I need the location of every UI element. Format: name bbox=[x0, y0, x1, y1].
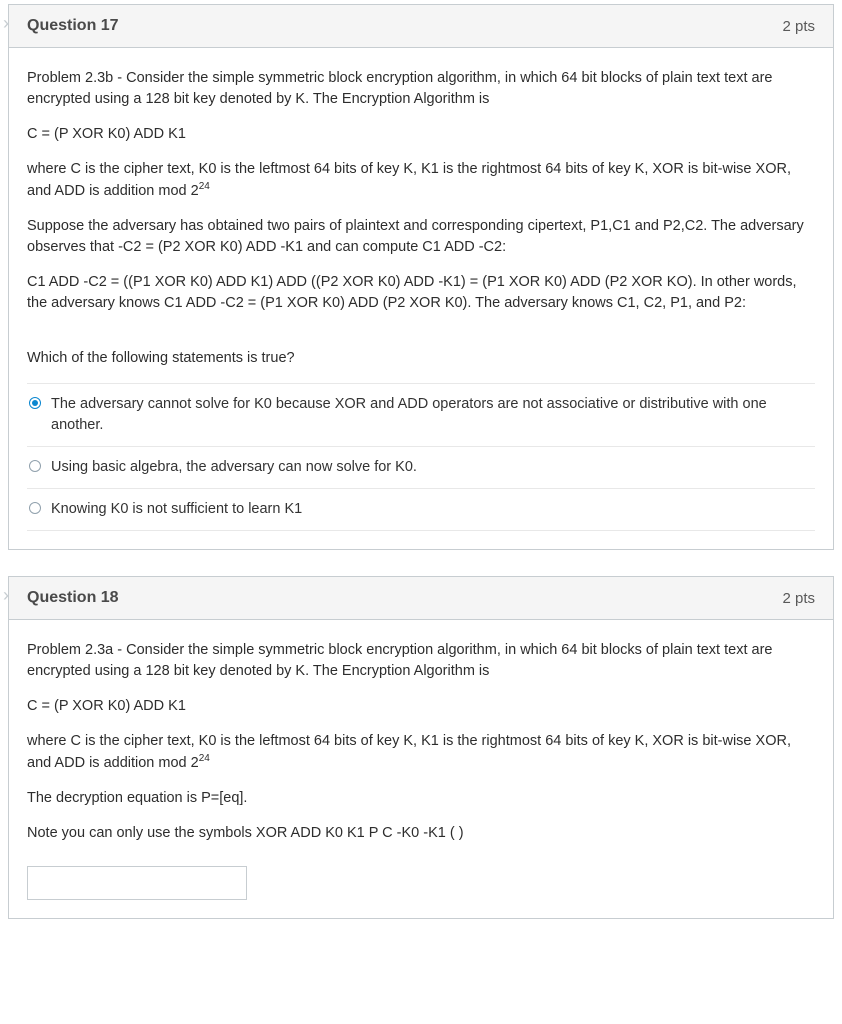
flag-icon[interactable]: › bbox=[3, 15, 11, 31]
question-card: › Question 17 2 pts Problem 2.3b - Consi… bbox=[8, 4, 834, 550]
question-text: Suppose the adversary has obtained two p… bbox=[27, 216, 815, 258]
question-body: Problem 2.3b - Consider the simple symme… bbox=[9, 48, 833, 549]
question-text: Problem 2.3b - Consider the simple symme… bbox=[27, 68, 815, 110]
question-text: where C is the cipher text, K0 is the le… bbox=[27, 731, 815, 774]
question-points: 2 pts bbox=[782, 590, 815, 607]
question-text: C1 ADD -C2 = ((P1 XOR K0) ADD K1) ADD ((… bbox=[27, 272, 815, 314]
answer-input[interactable] bbox=[27, 866, 247, 900]
answer-text: Using basic algebra, the adversary can n… bbox=[51, 457, 815, 478]
question-text: C = (P XOR K0) ADD K1 bbox=[27, 124, 815, 145]
question-text: C = (P XOR K0) ADD K1 bbox=[27, 696, 815, 717]
answer-text: Knowing K0 is not sufficient to learn K1 bbox=[51, 499, 815, 520]
question-number: Question 18 bbox=[27, 589, 119, 607]
question-header: Question 18 2 pts bbox=[9, 577, 833, 620]
question-prompt: Which of the following statements is tru… bbox=[27, 348, 815, 369]
question-text: where C is the cipher text, K0 is the le… bbox=[27, 159, 815, 202]
question-header: Question 17 2 pts bbox=[9, 5, 833, 48]
question-text: The decryption equation is P=[eq]. bbox=[27, 788, 815, 809]
answer-option[interactable]: The adversary cannot solve for K0 becaus… bbox=[27, 383, 815, 446]
answer-text: The adversary cannot solve for K0 becaus… bbox=[51, 394, 815, 436]
flag-icon[interactable]: › bbox=[3, 587, 11, 603]
question-text: Note you can only use the symbols XOR AD… bbox=[27, 823, 815, 844]
answer-option[interactable]: Using basic algebra, the adversary can n… bbox=[27, 446, 815, 488]
radio-icon[interactable] bbox=[29, 502, 41, 514]
question-number: Question 17 bbox=[27, 17, 119, 35]
question-card: › Question 18 2 pts Problem 2.3a - Consi… bbox=[8, 576, 834, 919]
answer-option[interactable]: Knowing K0 is not sufficient to learn K1 bbox=[27, 488, 815, 531]
question-points: 2 pts bbox=[782, 18, 815, 35]
question-body: Problem 2.3a - Consider the simple symme… bbox=[9, 620, 833, 918]
radio-icon[interactable] bbox=[29, 460, 41, 472]
answer-list: The adversary cannot solve for K0 becaus… bbox=[27, 383, 815, 531]
question-text: Problem 2.3a - Consider the simple symme… bbox=[27, 640, 815, 682]
radio-icon[interactable] bbox=[29, 397, 41, 409]
